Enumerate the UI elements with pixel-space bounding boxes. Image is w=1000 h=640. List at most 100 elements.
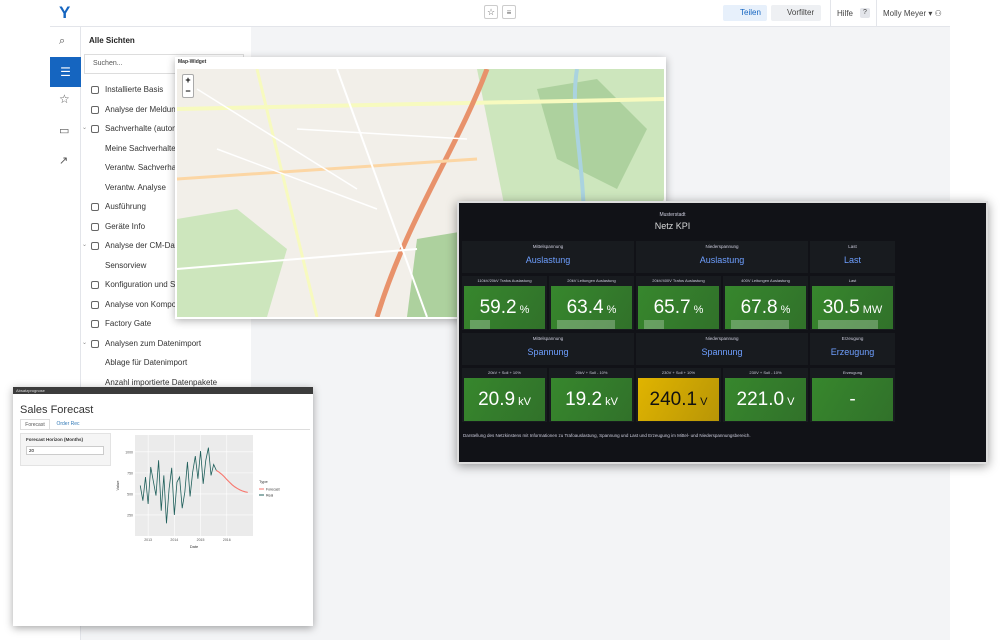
- nav-subitem[interactable]: Meine Sachverhalte: [105, 143, 176, 153]
- legend-label: Real: [266, 493, 273, 497]
- analytics-icon[interactable]: ↗: [59, 155, 69, 167]
- x-tick-label: 2016: [223, 538, 231, 542]
- stat-gauge: [818, 320, 878, 329]
- plot-background: [135, 435, 253, 536]
- stat-value: 221.0: [736, 389, 785, 410]
- favorite-button[interactable]: ☆: [484, 5, 498, 19]
- dashboard-title: Netz KPI: [654, 221, 691, 231]
- stat-label: 20kV Leitungen Auslastung: [567, 278, 616, 283]
- share-label: Teilen: [740, 8, 761, 17]
- stat-gauge: [470, 320, 490, 329]
- stat-unit: %: [780, 304, 791, 316]
- nav-item[interactable]: Factory Gate: [105, 319, 152, 328]
- stat-unit: MW: [862, 304, 883, 316]
- nav-subitem[interactable]: Verantw. Sachverhalt: [105, 163, 181, 172]
- group-label: Niederspannung: [705, 336, 739, 341]
- y-tick-label: 250: [127, 513, 133, 517]
- nav-icon: [91, 86, 99, 94]
- stat-unit: %: [606, 304, 617, 316]
- zoom-in[interactable]: +: [185, 75, 191, 85]
- user-name: Molly Meyer: [883, 9, 927, 18]
- help-link[interactable]: Hilfe: [837, 9, 854, 18]
- stat-panel: 20kV + Soll - 10% 19.2 kV: [549, 368, 634, 422]
- horizon-input[interactable]: 20: [26, 446, 104, 455]
- stat-value-box: 67.8%: [725, 286, 806, 329]
- stat-label: 400V Leitungen Auslastung: [741, 278, 790, 283]
- nav-icon: [91, 222, 99, 231]
- stat-label: 20kV + Soll - 10%: [575, 370, 608, 375]
- dashboard-footer: Darstellung des Netzkinstens mit Informa…: [463, 433, 751, 438]
- nav-item[interactable]: Konfiguration und Sc: [105, 280, 180, 289]
- y-tick-label: 1000: [125, 450, 133, 454]
- stat-value-box: 221.0 V: [725, 378, 806, 421]
- stat-panel: 400V Leitungen Auslastung 67.8%: [723, 276, 808, 330]
- favorites-icon[interactable]: ☆: [59, 92, 70, 106]
- series-line: [139, 447, 217, 524]
- nav-item[interactable]: Analyse der Meldung: [105, 104, 181, 114]
- group-header: Niederspannung Auslastung: [636, 241, 808, 273]
- stat-unit: %: [519, 304, 530, 316]
- group-title: Spannung: [701, 347, 743, 357]
- group-title: Spannung: [527, 347, 569, 357]
- stat-panel: Last 30.5 MW: [810, 276, 895, 330]
- tab-forecast[interactable]: Forecast: [20, 419, 50, 429]
- prefilter-label: Vorfilter: [787, 8, 815, 17]
- settings-button[interactable]: ≡: [502, 5, 516, 19]
- prefilter-button[interactable]: Vorfilter: [771, 5, 821, 21]
- group-label: Niederspannung: [705, 244, 739, 249]
- nav-item[interactable]: Ausführung: [105, 202, 146, 211]
- nav-item[interactable]: Analyse von Kompon: [105, 299, 181, 309]
- input-panel: Forecast Horizon (Months) 20: [20, 433, 111, 466]
- forecast-chart: 250 500 750 1000 2013 2014 2015 2016 Forecast Rea…: [115, 435, 280, 549]
- stat-value-box: 63.4%: [551, 286, 632, 329]
- stat-value: 63.4: [566, 297, 604, 318]
- nav-subitem[interactable]: Verantw. Analyse: [105, 182, 166, 192]
- stat-unit: V: [700, 396, 708, 408]
- nav-item[interactable]: Installierte Basis: [105, 85, 164, 94]
- stat-value: 67.8: [740, 297, 778, 318]
- legend-title: Type: [259, 479, 268, 484]
- nav-subitem[interactable]: Ablage für Datenimport: [105, 358, 188, 367]
- zoom-out[interactable]: −: [185, 86, 191, 96]
- panel-title: Alle Sichten: [89, 36, 135, 45]
- nav-item[interactable]: Sachverhalte (autom.: [105, 124, 182, 133]
- share-button[interactable]: Teilen: [723, 5, 767, 21]
- divider: [876, 0, 877, 26]
- group-label: Mittelspannung: [532, 244, 564, 249]
- search-icon[interactable]: ⌕: [59, 35, 66, 47]
- nav-subitem[interactable]: Anzahl importierte Datenpakete: [105, 377, 218, 387]
- tab-order-rec[interactable]: Order Rec: [56, 421, 80, 427]
- top-bar: Y ☆ ≡ Teilen Vorfilter Hilfe ? Molly Mey…: [50, 0, 950, 27]
- stat-value-box: 19.2 kV: [551, 378, 632, 421]
- group-label: Last: [848, 244, 857, 249]
- divider: [830, 0, 831, 26]
- stat-panel: 230V + Soll - 10% 221.0 V: [723, 368, 808, 422]
- nav-icon: [91, 320, 99, 328]
- stat-value: 19.2: [565, 389, 603, 410]
- dashboard-subtitle: Musterstadt: [659, 212, 686, 218]
- stat-panel: 230V + Soll + 10% 240.1 V: [636, 368, 721, 422]
- stat-value: -: [849, 389, 856, 410]
- user-menu[interactable]: Molly Meyer ▾ ⚇: [883, 9, 942, 18]
- nav-icon: [91, 105, 99, 114]
- kpi-dashboard: Musterstadt Netz KPI Darstellung des Net…: [457, 201, 988, 464]
- inbox-icon[interactable]: ▭: [59, 125, 70, 137]
- nav-subitem[interactable]: Sensorview: [105, 260, 147, 270]
- map[interactable]: [177, 69, 664, 317]
- views-icon[interactable]: ☰: [50, 57, 81, 87]
- logo[interactable]: Y: [59, 3, 71, 22]
- nav-item[interactable]: Analyse der CM-Date: [105, 241, 182, 250]
- stat-value: 240.1: [649, 389, 698, 410]
- nav-item[interactable]: Geräte Info: [105, 221, 146, 231]
- stat-panel: Erzeugung -: [810, 368, 895, 422]
- stat-panel: 110kV/20kV Trafos Auslastung 59.2%: [462, 276, 547, 330]
- group-header: Mittelspannung Spannung: [462, 333, 634, 365]
- legend-label: Forecast: [266, 487, 280, 491]
- nav-icon: [91, 281, 99, 289]
- stat-panel: 20kV + Soll + 10% 20.9 kV: [462, 368, 547, 422]
- series-line: [215, 469, 248, 493]
- group-header: Mittelspannung Auslastung: [462, 241, 634, 273]
- nav-item[interactable]: Analysen zum Datenimport: [105, 338, 202, 348]
- help-icon[interactable]: ?: [860, 8, 870, 18]
